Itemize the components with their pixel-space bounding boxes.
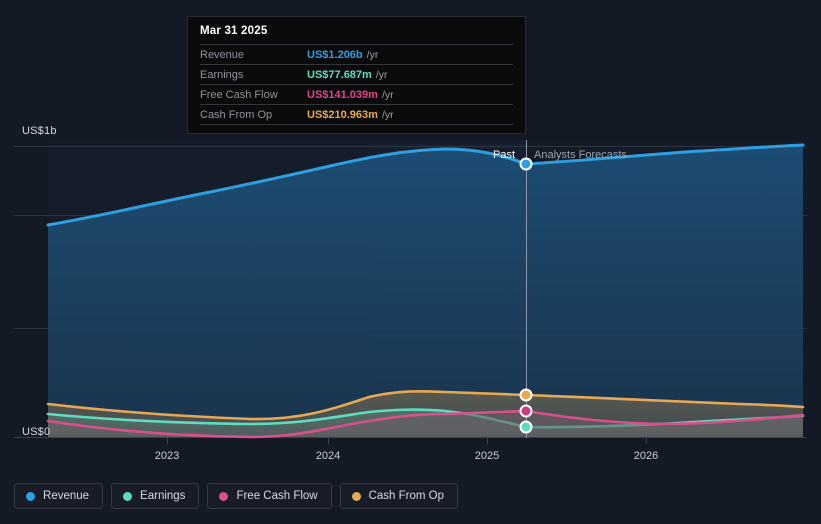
x-axis-label-2025: 2025 [474, 450, 500, 462]
tooltip-label-cash-from-op: Cash From Op [200, 109, 273, 121]
series-free-cash-flow [46, 409, 805, 439]
tooltip-unit-cash-from-op: /yr [381, 109, 394, 121]
chart-plot-area: US$1b US$0 2023 2024 2025 2026 Past Anal… [14, 125, 807, 462]
legend-item-revenue[interactable]: Revenue [14, 483, 104, 509]
y-axis-label-bottom: US$0 [22, 426, 51, 438]
y-axis-label-top: US$1b [22, 125, 57, 137]
legend-dot-earnings-icon [123, 491, 133, 501]
tooltip-value-free-cash-flow: US$141.039m [307, 89, 378, 101]
legend-item-earnings[interactable]: Earnings [111, 483, 200, 509]
marker-earnings[interactable] [519, 420, 533, 434]
x-axis-label-2023: 2023 [154, 450, 180, 462]
x-axis-label-2024: 2024 [315, 450, 341, 462]
tooltip-title: Mar 31 2025 [200, 25, 268, 37]
analysts-forecasts-label: Analysts Forecasts [534, 149, 627, 161]
tooltip-row-cash-from-op: Cash From Op US$210.963m /yr [200, 104, 513, 124]
tooltip-label-free-cash-flow: Free Cash Flow [200, 89, 278, 101]
x-axis-label-2026: 2026 [633, 450, 659, 462]
tooltip-row-revenue: Revenue US$1.206b /yr [200, 44, 513, 64]
legend-label-earnings: Earnings [140, 490, 186, 502]
tooltip-unit-revenue: /yr [366, 49, 379, 61]
past-label: Past [493, 149, 516, 161]
tooltip-unit-earnings: /yr [375, 69, 388, 81]
tooltip-value-cash-from-op: US$210.963m [307, 109, 378, 121]
tooltip-value-earnings: US$77.687m [307, 69, 372, 81]
legend-label-revenue: Revenue [43, 490, 90, 502]
legend-label-cash-from-op: Cash From Op [368, 490, 445, 502]
tooltip-label-revenue: Revenue [200, 49, 245, 61]
tooltip-value-revenue: US$1.206b [307, 49, 363, 61]
chart-svg [14, 140, 807, 444]
x-tick-marks [167, 438, 647, 444]
series-revenue [46, 143, 805, 437]
chart-markers [519, 157, 533, 434]
tooltip-unit-free-cash-flow: /yr [381, 89, 394, 101]
marker-revenue[interactable] [519, 157, 533, 171]
legend-item-cash-from-op[interactable]: Cash From Op [339, 483, 459, 509]
legend-dot-free-cash-flow-icon [219, 491, 229, 501]
legend-dot-revenue-icon [26, 491, 35, 501]
marker-free-cash-flow[interactable] [519, 404, 533, 418]
legend-item-free-cash-flow[interactable]: Free Cash Flow [207, 483, 332, 509]
marker-cash-from-op[interactable] [519, 388, 533, 402]
tooltip-row-free-cash-flow: Free Cash Flow US$141.039m /yr [200, 84, 513, 104]
tooltip-label-earnings: Earnings [200, 69, 244, 81]
chart-legend: Revenue Earnings Free Cash Flow Cash Fro… [14, 483, 459, 509]
chart-tooltip: Mar 31 2025 Revenue US$1.206b /yr Earnin… [187, 16, 526, 134]
legend-dot-cash-from-op-icon [351, 491, 361, 501]
legend-label-free-cash-flow: Free Cash Flow [236, 490, 318, 502]
tooltip-row-earnings: Earnings US$77.687m /yr [200, 64, 513, 84]
tooltip-footer-rule [200, 124, 513, 127]
